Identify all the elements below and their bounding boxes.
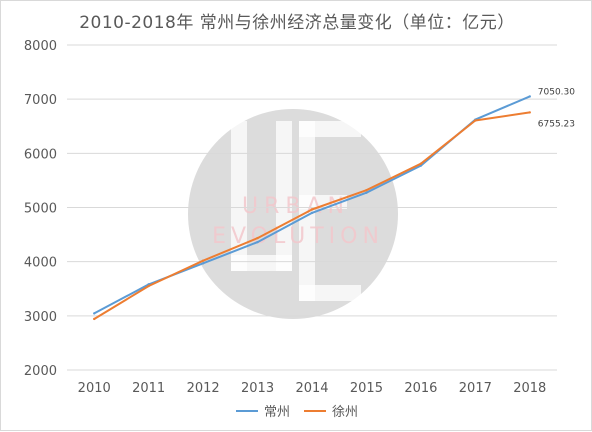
y-tick-label: 8000	[24, 39, 57, 54]
end-labels: 7050.30 6755.23	[538, 87, 575, 129]
watermark-letter-u-base	[231, 255, 292, 271]
x-tick-label: 2012	[187, 381, 220, 396]
legend-label: 常州	[263, 405, 290, 420]
data-point	[528, 111, 531, 114]
data-point	[93, 312, 96, 315]
x-tick-label: 2016	[404, 381, 437, 396]
x-tick-label: 2013	[241, 381, 274, 396]
x-tick-label: 2014	[295, 381, 328, 396]
y-tick-label: 4000	[24, 256, 57, 271]
data-point	[474, 119, 477, 122]
x-tick-label: 2015	[350, 381, 383, 396]
watermark-logo: URBAN EVOLUTION	[188, 109, 398, 319]
watermark-letter-u-right	[276, 121, 292, 271]
x-tick-label: 2011	[132, 381, 165, 396]
data-point	[147, 284, 150, 288]
legend-swatch	[235, 409, 258, 412]
y-axis: 2000 3000 4000 5000 6000 7000 8000	[24, 39, 57, 379]
x-tick-label: 2010	[78, 381, 111, 396]
watermark-letter-u-left	[231, 121, 247, 271]
data-point	[201, 262, 205, 265]
legend-item: 常州	[235, 401, 290, 420]
data-point	[419, 162, 423, 165]
end-label: 7050.30	[538, 87, 575, 97]
y-tick-label: 2000	[24, 364, 57, 379]
data-point	[256, 240, 259, 244]
data-point	[256, 236, 259, 240]
y-tick-label: 5000	[24, 202, 57, 217]
data-point	[201, 259, 205, 262]
y-tick-label: 3000	[24, 310, 57, 325]
watermark-text-urban: URBAN	[242, 194, 350, 219]
watermark-letter-e-top	[299, 121, 361, 137]
data-point	[528, 95, 531, 98]
data-point	[365, 191, 368, 194]
gridlines	[67, 44, 557, 371]
legend-item: 徐州	[304, 401, 358, 420]
x-tick-label: 2018	[513, 381, 546, 396]
end-label: 6755.23	[538, 119, 575, 129]
y-tick-label: 7000	[24, 93, 57, 108]
y-tick-label: 6000	[24, 147, 57, 162]
watermark-letter-e-bottom	[299, 285, 361, 301]
x-tick-label: 2017	[459, 381, 492, 396]
data-point	[93, 317, 96, 321]
x-axis: 2010 2011 2012 2013 2014 2015 2016 2017 2018	[78, 381, 547, 396]
watermark-letter-e-mid	[299, 195, 347, 209]
chart-title: 2010-2018年 常州与徐州经济总量变化（单位：亿元）	[79, 13, 515, 33]
data-point	[365, 188, 368, 192]
data-point	[310, 208, 314, 211]
legend-swatch	[304, 409, 326, 412]
series-lines	[93, 95, 531, 321]
legend-label: 徐州	[332, 405, 359, 420]
data-point	[310, 211, 314, 215]
legend: 常州 徐州	[1, 401, 592, 420]
